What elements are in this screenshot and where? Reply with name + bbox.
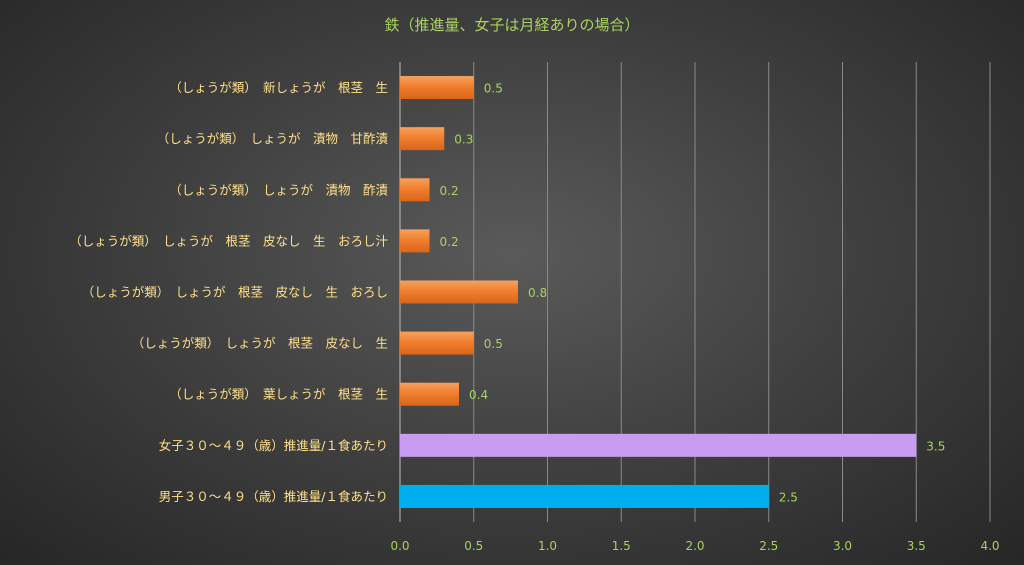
data-label: 0.3	[454, 133, 473, 147]
bar	[400, 229, 430, 253]
bar	[400, 76, 474, 100]
category-labels: （しょうが類） 新しょうが 根茎 生 （しょうが類） しょうが 漬物 甘酢漬 （しょ…	[69, 80, 388, 504]
bar	[400, 280, 518, 304]
category-label: 男子３０～４９（歳）推進量/１食あたり	[159, 489, 388, 504]
data-label: 0.5	[484, 82, 503, 96]
category-label: （しょうが類） 新しょうが 根茎 生	[169, 80, 388, 95]
x-tick-label: 3.0	[833, 539, 852, 553]
category-label: （しょうが類） しょうが 漬物 甘酢漬	[157, 131, 389, 146]
bar	[400, 127, 445, 151]
category-label: （しょうが類） しょうが 漬物 酢漬	[169, 182, 388, 197]
category-label: （しょうが類） 葉しょうが 根茎 生	[169, 387, 388, 402]
bars	[400, 76, 917, 508]
x-tick-label: 1.0	[538, 539, 557, 553]
data-label: 0.8	[528, 286, 547, 300]
bar	[400, 382, 459, 406]
x-tick-label: 0.0	[390, 539, 409, 553]
category-label: （しょうが類） しょうが 根茎 皮なし 生	[132, 336, 388, 351]
category-label: （しょうが類） しょうが 根茎 皮なし 生 おろし	[82, 285, 388, 300]
data-label: 0.5	[484, 337, 503, 351]
x-tick-label: 2.5	[759, 539, 778, 553]
category-label: 女子３０～４９（歳）推進量/１食あたり	[159, 438, 388, 453]
bar	[400, 178, 430, 202]
x-tick-label: 4.0	[980, 539, 999, 553]
data-label: 0.2	[440, 184, 459, 198]
bar	[400, 484, 769, 508]
x-tick-label: 2.0	[685, 539, 704, 553]
grid-lines	[473, 62, 991, 522]
category-label: （しょうが類） しょうが 根茎 皮なし 生 おろし汁	[69, 233, 388, 248]
x-tick-label: 1.5	[612, 539, 631, 553]
data-label: 2.5	[779, 490, 798, 504]
data-label: 0.4	[469, 388, 488, 402]
data-label: 3.5	[926, 439, 945, 453]
data-labels: 0.5 0.3 0.2 0.2 0.8 0.5 0.4 3.5 2.5	[440, 82, 946, 505]
chart-title: 鉄（推進量、女子は月経ありの場合）	[384, 16, 639, 34]
x-tick-label: 3.5	[907, 539, 926, 553]
x-tick-label: 0.5	[464, 539, 483, 553]
bar	[400, 433, 917, 457]
data-label: 0.2	[440, 235, 459, 249]
bar	[400, 331, 474, 355]
